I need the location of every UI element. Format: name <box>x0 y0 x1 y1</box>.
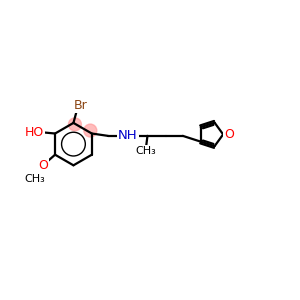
Text: O: O <box>38 159 48 172</box>
Circle shape <box>68 118 81 131</box>
Text: CH₃: CH₃ <box>136 146 156 156</box>
Text: O: O <box>224 128 234 141</box>
Text: HO: HO <box>25 125 44 139</box>
Text: NH: NH <box>118 129 138 142</box>
Circle shape <box>84 124 97 137</box>
Text: Br: Br <box>74 99 87 112</box>
Text: CH₃: CH₃ <box>24 174 45 184</box>
